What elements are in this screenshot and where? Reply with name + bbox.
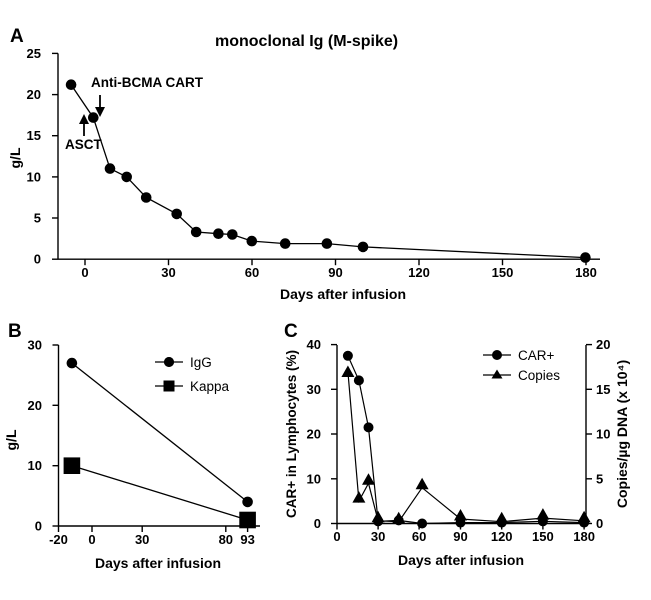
svg-text:ASCT: ASCT: [65, 137, 103, 152]
svg-text:A: A: [10, 26, 24, 47]
svg-text:150: 150: [532, 529, 554, 544]
svg-text:10: 10: [27, 169, 41, 184]
svg-text:15: 15: [596, 382, 610, 397]
svg-text:90: 90: [453, 529, 467, 544]
svg-text:180: 180: [573, 529, 595, 544]
svg-text:0: 0: [35, 519, 42, 534]
svg-text:93: 93: [240, 532, 254, 547]
svg-text:0: 0: [88, 532, 95, 547]
svg-text:0: 0: [596, 516, 603, 531]
svg-text:30: 30: [307, 382, 321, 397]
svg-text:120: 120: [491, 529, 513, 544]
svg-text:0: 0: [81, 265, 88, 280]
svg-text:CAR+: CAR+: [518, 348, 555, 363]
svg-text:0: 0: [333, 529, 340, 544]
svg-text:180: 180: [575, 265, 597, 280]
svg-text:150: 150: [492, 265, 514, 280]
svg-text:Days after infusion: Days after infusion: [95, 555, 221, 571]
svg-text:g/L: g/L: [7, 147, 23, 168]
svg-text:Days after infusion: Days after infusion: [398, 552, 524, 568]
svg-text:10: 10: [28, 458, 42, 473]
svg-text:C: C: [284, 321, 298, 342]
svg-text:monoclonal Ig (M-spike): monoclonal Ig (M-spike): [215, 33, 398, 50]
svg-text:Kappa: Kappa: [190, 379, 230, 394]
svg-text:Days after infusion: Days after infusion: [280, 286, 406, 302]
svg-text:80: 80: [219, 532, 233, 547]
svg-text:0: 0: [34, 252, 41, 267]
svg-text:Copies/µg DNA (x 10⁴): Copies/µg DNA (x 10⁴): [614, 360, 630, 508]
svg-text:5: 5: [596, 471, 603, 486]
svg-text:20: 20: [596, 337, 610, 352]
svg-text:10: 10: [596, 427, 610, 442]
svg-text:0: 0: [314, 516, 321, 531]
svg-text:B: B: [8, 321, 22, 342]
svg-text:-20: -20: [49, 532, 68, 547]
svg-text:30: 30: [28, 338, 42, 353]
svg-text:40: 40: [307, 337, 321, 352]
svg-text:Anti-BCMA CART: Anti-BCMA CART: [91, 75, 204, 90]
svg-text:IgG: IgG: [190, 355, 212, 370]
svg-text:CAR+ in Lymphocytes (%): CAR+ in Lymphocytes (%): [284, 350, 299, 518]
svg-text:60: 60: [245, 265, 259, 280]
svg-text:120: 120: [408, 265, 430, 280]
svg-text:60: 60: [412, 529, 426, 544]
svg-text:30: 30: [135, 532, 149, 547]
svg-text:g/L: g/L: [3, 429, 19, 450]
svg-text:90: 90: [328, 265, 342, 280]
svg-text:10: 10: [307, 471, 321, 486]
svg-text:5: 5: [34, 211, 41, 226]
svg-text:25: 25: [27, 46, 41, 61]
svg-text:20: 20: [28, 398, 42, 413]
svg-text:15: 15: [27, 128, 41, 143]
svg-text:20: 20: [27, 87, 41, 102]
svg-text:30: 30: [161, 265, 175, 280]
svg-text:30: 30: [371, 529, 385, 544]
svg-text:20: 20: [307, 427, 321, 442]
svg-text:Copies: Copies: [518, 368, 560, 383]
